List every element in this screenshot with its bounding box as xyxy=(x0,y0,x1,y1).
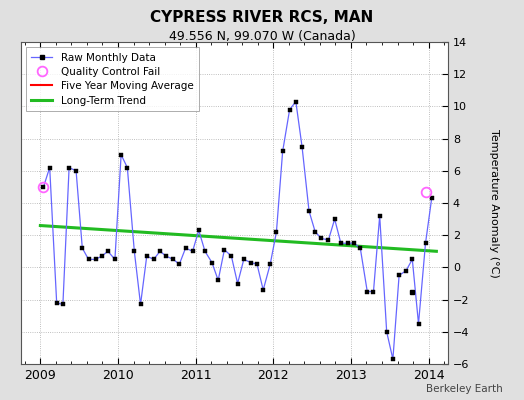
Text: Berkeley Earth: Berkeley Earth xyxy=(427,384,503,394)
Legend: Raw Monthly Data, Quality Control Fail, Five Year Moving Average, Long-Term Tren: Raw Monthly Data, Quality Control Fail, … xyxy=(26,47,199,111)
Text: CYPRESS RIVER RCS, MAN: CYPRESS RIVER RCS, MAN xyxy=(150,10,374,25)
Text: 49.556 N, 99.070 W (Canada): 49.556 N, 99.070 W (Canada) xyxy=(169,30,355,43)
Y-axis label: Temperature Anomaly (°C): Temperature Anomaly (°C) xyxy=(489,129,499,277)
